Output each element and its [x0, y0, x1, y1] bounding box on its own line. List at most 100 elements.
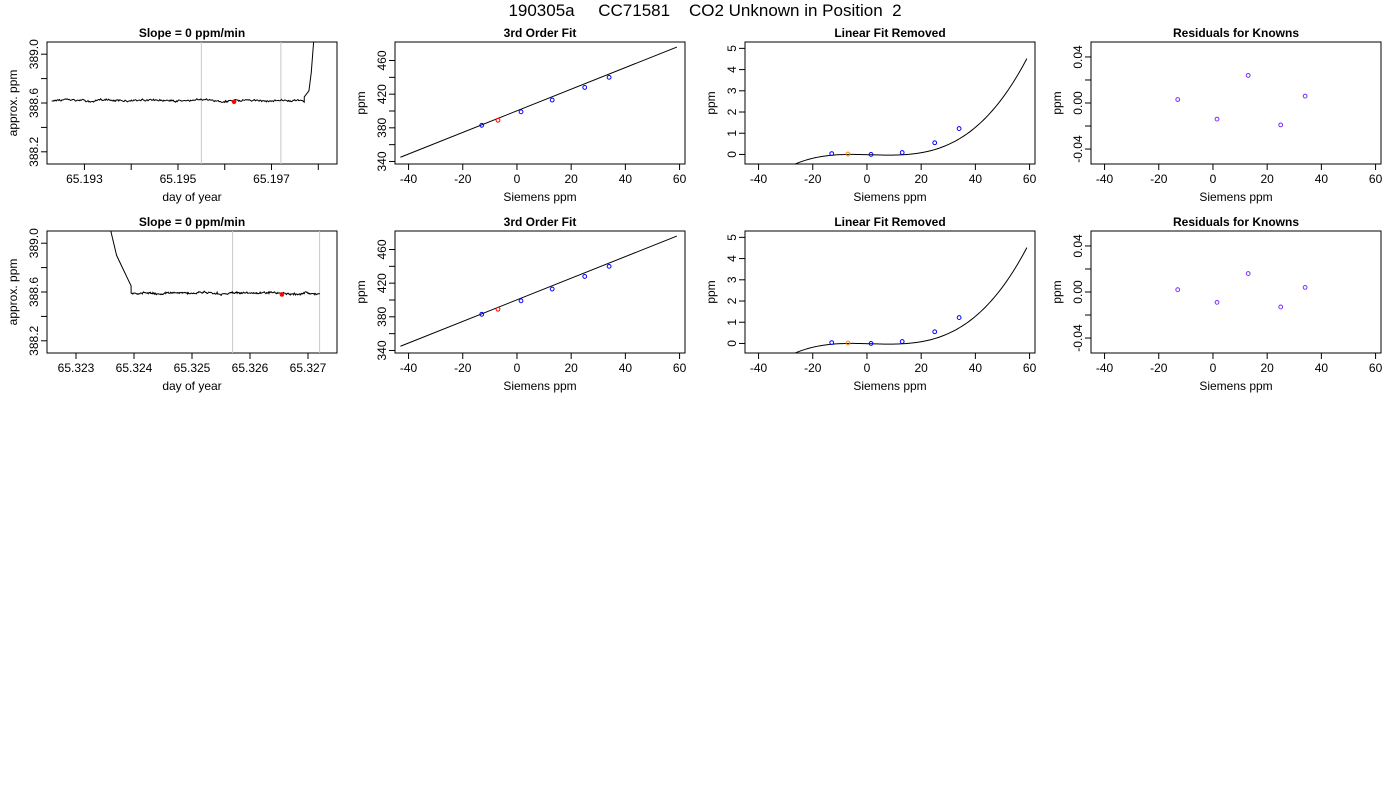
x-tick-label: 65.195 — [160, 172, 197, 186]
x-tick-label: 40 — [969, 361, 983, 375]
y-tick-label: 420 — [375, 84, 389, 104]
x-tick-label: 40 — [1315, 172, 1329, 186]
x-tick-label: -40 — [1096, 172, 1114, 186]
y-tick-label: -0.04 — [1071, 324, 1085, 352]
data-point — [1278, 122, 1284, 128]
y-axis-label: ppm — [1050, 280, 1064, 303]
fit-curve — [400, 46, 678, 158]
data-point — [1214, 116, 1220, 122]
data-point — [479, 122, 485, 128]
data-point — [1245, 271, 1251, 276]
y-tick-label: 0.00 — [1071, 91, 1085, 115]
data-point — [549, 286, 555, 292]
plot-frame — [394, 230, 686, 354]
data-point — [606, 263, 612, 269]
data-point — [829, 340, 835, 346]
plot-frame — [394, 41, 686, 165]
data-point — [1175, 97, 1181, 102]
chart-r2-fit: 3rd Order Fit -40 -20 0 20 40 60 340 380 420 460 Si… — [354, 215, 687, 393]
x-tick-label: 60 — [673, 361, 687, 375]
page-title: 190305a CC71581 CO2 Unknown in Position … — [508, 1, 902, 20]
x-tick-label: 0 — [864, 361, 871, 375]
data-point — [899, 150, 905, 155]
y-tick-label: 3 — [725, 276, 739, 283]
y-tick-label: 5 — [725, 45, 739, 52]
x-tick-label: -40 — [400, 361, 418, 375]
data-point — [956, 315, 962, 320]
y-tick-label: 1 — [725, 319, 739, 326]
y-tick-label: 389.0 — [27, 228, 41, 258]
x-axis-label: day of year — [162, 379, 221, 393]
data-point — [1214, 299, 1220, 305]
data-point — [845, 151, 851, 157]
x-tick-label: -40 — [750, 172, 768, 186]
chart-r1-time: Slope = 0 ppm/min 65.193 65.195 65.197 388.2… — [6, 26, 338, 204]
y-tick-label: 2 — [725, 108, 739, 115]
x-tick-label: 60 — [673, 172, 687, 186]
x-axis-label: Siemens ppm — [1199, 190, 1272, 204]
y-tick-label: 3 — [725, 87, 739, 94]
data-point — [1175, 287, 1181, 293]
y-tick-label: 420 — [375, 273, 389, 293]
y-tick-label: 388.2 — [27, 325, 41, 355]
x-axis-label: Siemens ppm — [853, 190, 926, 204]
data-point — [549, 97, 555, 103]
x-tick-label: 40 — [969, 172, 983, 186]
chart-title: Residuals for Knowns — [1173, 26, 1299, 40]
y-tick-label: 1 — [725, 130, 739, 137]
x-tick-label: -20 — [804, 361, 822, 375]
data-point — [518, 298, 524, 304]
plot-frame — [46, 41, 338, 165]
y-tick-label: 4 — [725, 66, 739, 73]
x-tick-label: 20 — [564, 361, 578, 375]
chart-title: Slope = 0 ppm/min — [139, 215, 245, 229]
y-axis-label: approx. ppm — [6, 259, 20, 326]
x-tick-label: 65.323 — [58, 361, 95, 375]
sample-marker — [279, 292, 285, 297]
x-tick-label: -20 — [804, 172, 822, 186]
y-tick-label: 4 — [725, 255, 739, 262]
x-tick-label: 60 — [1369, 361, 1383, 375]
x-tick-label: 40 — [619, 361, 633, 375]
x-tick-label: 0 — [514, 172, 521, 186]
x-tick-label: 20 — [564, 172, 578, 186]
x-tick-label: 65.327 — [290, 361, 327, 375]
data-point — [932, 329, 938, 335]
fit-curve — [793, 247, 1028, 353]
data-point — [495, 117, 501, 123]
x-tick-label: -20 — [454, 361, 472, 375]
x-tick-label: -20 — [1150, 172, 1168, 186]
x-tick-label: 0 — [1210, 361, 1217, 375]
y-tick-label: 0.04 — [1071, 45, 1085, 69]
data-point — [1245, 72, 1251, 78]
x-tick-label: -20 — [1150, 361, 1168, 375]
data-point — [932, 140, 938, 146]
y-tick-label: 389.0 — [27, 39, 41, 69]
data-point — [829, 151, 835, 157]
data-point — [1302, 93, 1308, 99]
data-point — [582, 85, 588, 90]
x-tick-label: 60 — [1023, 172, 1037, 186]
data-point — [956, 126, 962, 131]
chart-title: Linear Fit Removed — [834, 215, 945, 229]
y-tick-label: 2 — [725, 297, 739, 304]
y-tick-label: 0 — [725, 340, 739, 347]
concentration-trace — [51, 42, 315, 104]
x-tick-label: 65.197 — [253, 172, 290, 186]
chart-r1-lin: Linear Fit Removed -40 -20 0 20 40 60 0 1 2 3 4 5 Sie… — [704, 26, 1037, 204]
x-tick-label: -40 — [400, 172, 418, 186]
plot-frame — [1090, 41, 1382, 165]
chart-title: Slope = 0 ppm/min — [139, 26, 245, 40]
chart-title: Linear Fit Removed — [834, 26, 945, 40]
x-tick-label: 60 — [1023, 361, 1037, 375]
y-tick-label: 5 — [725, 234, 739, 241]
x-tick-label: 20 — [1260, 361, 1274, 375]
x-tick-label: 60 — [1369, 172, 1383, 186]
chart-title: Residuals for Knowns — [1173, 215, 1299, 229]
x-tick-label: 40 — [1315, 361, 1329, 375]
x-tick-label: 20 — [914, 361, 928, 375]
x-axis-label: Siemens ppm — [503, 190, 576, 204]
chart-r2-lin: Linear Fit Removed -40 -20 0 20 40 60 0 1 2 3 4 5 Sie… — [704, 215, 1037, 393]
y-tick-label: -0.04 — [1071, 135, 1085, 163]
x-tick-label: 0 — [1210, 172, 1217, 186]
